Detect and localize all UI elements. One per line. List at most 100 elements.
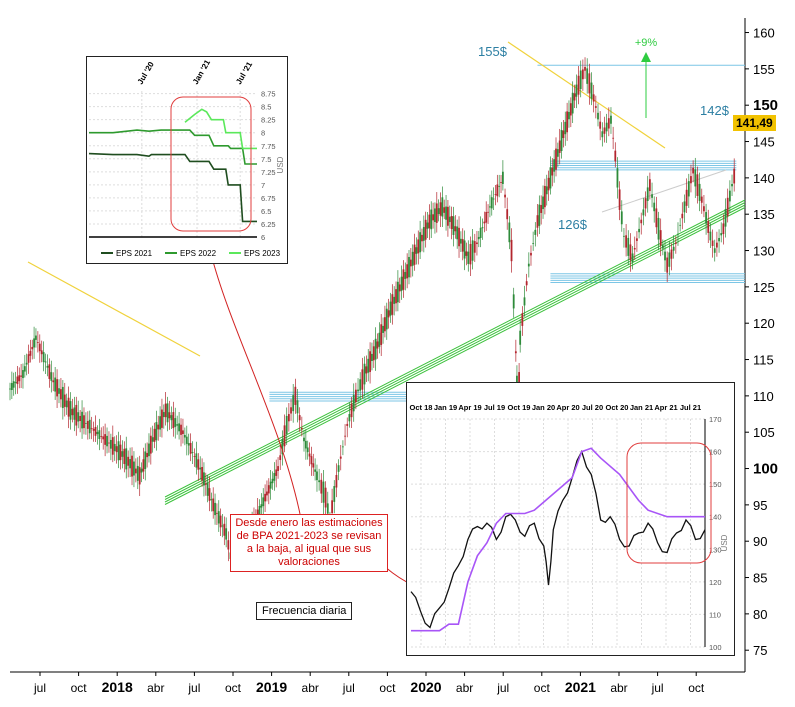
- resistance-label: 142$: [700, 103, 730, 118]
- candle-body: [402, 269, 405, 290]
- annotation-arrow-eps: [209, 249, 301, 515]
- candle-body: [182, 430, 184, 435]
- candle-body: [380, 324, 383, 345]
- top-label: 155$: [478, 44, 508, 59]
- candle-body: [221, 525, 224, 527]
- candle-body: [339, 456, 342, 459]
- candle-body: [275, 469, 278, 476]
- candle-body: [337, 465, 340, 472]
- candle-body: [594, 106, 597, 108]
- candle-body: [651, 194, 653, 198]
- candle-body: [461, 239, 464, 252]
- candle-body: [44, 361, 47, 363]
- candle-body: [404, 272, 407, 279]
- candle-body: [498, 185, 501, 187]
- candle-body: [35, 335, 37, 340]
- candle-body: [679, 224, 682, 226]
- candle-body: [296, 400, 299, 414]
- annotation-box: Desde enero las estimaciones de BPA 2021…: [230, 514, 388, 572]
- candle-body: [18, 375, 21, 382]
- candle-body: [568, 111, 570, 120]
- candle-body: [50, 372, 53, 381]
- highlight-box: [626, 442, 712, 564]
- candle-body: [273, 472, 276, 481]
- candle-body: [204, 483, 207, 485]
- candle-body: [333, 486, 336, 502]
- candle-body: [312, 463, 315, 468]
- candle-body: [614, 150, 617, 162]
- candle-body: [216, 512, 218, 514]
- candle-body: [500, 182, 502, 183]
- candle-body: [709, 231, 712, 241]
- candle-body: [481, 227, 484, 229]
- candle-body: [467, 251, 470, 264]
- candle-body: [369, 351, 371, 372]
- candle-body: [58, 388, 60, 394]
- candle-body: [129, 459, 131, 469]
- candle-body: [16, 376, 19, 385]
- candle-body: [187, 443, 190, 446]
- candle-body: [376, 341, 379, 349]
- candle-body: [303, 437, 305, 442]
- candle-body: [421, 234, 423, 242]
- candle-body: [372, 346, 375, 361]
- x-tick-label: oct: [688, 681, 705, 695]
- candle-body: [588, 73, 591, 94]
- candle-body: [77, 412, 80, 422]
- candle-body: [133, 461, 135, 476]
- candle-body: [458, 227, 460, 247]
- candle-body: [36, 342, 39, 343]
- x-tick-label: Oct 19: [508, 403, 531, 412]
- candle-body: [459, 238, 462, 244]
- candle-body: [633, 247, 636, 250]
- candle-body: [94, 426, 97, 436]
- candle-body: [20, 375, 23, 377]
- candle-body: [489, 206, 491, 208]
- candle-body: [584, 67, 586, 71]
- candle-body: [625, 235, 628, 248]
- candle-body: [527, 263, 530, 267]
- candle-body: [149, 435, 152, 454]
- candle-body: [125, 448, 128, 470]
- x-tick-label: abr: [610, 681, 627, 695]
- candle-body: [134, 468, 137, 474]
- candle-body: [607, 118, 610, 129]
- series-line-1: [89, 129, 257, 165]
- candle-body: [83, 415, 85, 429]
- candle-body: [728, 190, 731, 202]
- x-tick-label: Apr 20: [556, 403, 579, 412]
- candle-body: [290, 407, 292, 414]
- candle-body: [176, 424, 179, 426]
- y-tick-label: 7.75: [261, 142, 276, 151]
- y-tick-label: 6: [261, 233, 265, 242]
- candle-body: [724, 209, 727, 227]
- x-tick-label: Jul 19: [484, 403, 505, 412]
- x-tick-label: abr: [456, 681, 473, 695]
- candle-body: [525, 281, 528, 286]
- candle-body: [61, 386, 64, 409]
- candle-body: [562, 130, 565, 139]
- candle-body: [174, 418, 177, 427]
- y-tick-label: 125: [753, 280, 775, 295]
- y-tick-label: 135: [753, 207, 775, 222]
- y-tick-label: 6.25: [261, 220, 276, 229]
- candle-body: [465, 251, 468, 256]
- candle-body: [696, 174, 699, 196]
- candle-body: [142, 459, 145, 472]
- candle-body: [722, 223, 725, 235]
- candle-body: [310, 456, 313, 465]
- y-tick-label: 110: [709, 610, 721, 619]
- candle-body: [318, 480, 321, 483]
- candle-body: [549, 167, 552, 189]
- candle-body: [88, 419, 91, 434]
- candle-body: [357, 389, 359, 392]
- series-line-0: [410, 449, 706, 629]
- candle-body: [258, 506, 261, 515]
- candle-body: [48, 364, 51, 379]
- candle-body: [371, 353, 373, 362]
- candle-body: [612, 137, 615, 139]
- candle-body: [698, 183, 701, 201]
- candle-body: [214, 502, 216, 516]
- eps-inset-chart: 6 6.25 6.5 6.75 7 7.25 7.5 7.75 8 8.25 8.5 8.75 Jul …: [86, 56, 288, 264]
- x-tick-label: Jan 19: [434, 403, 457, 412]
